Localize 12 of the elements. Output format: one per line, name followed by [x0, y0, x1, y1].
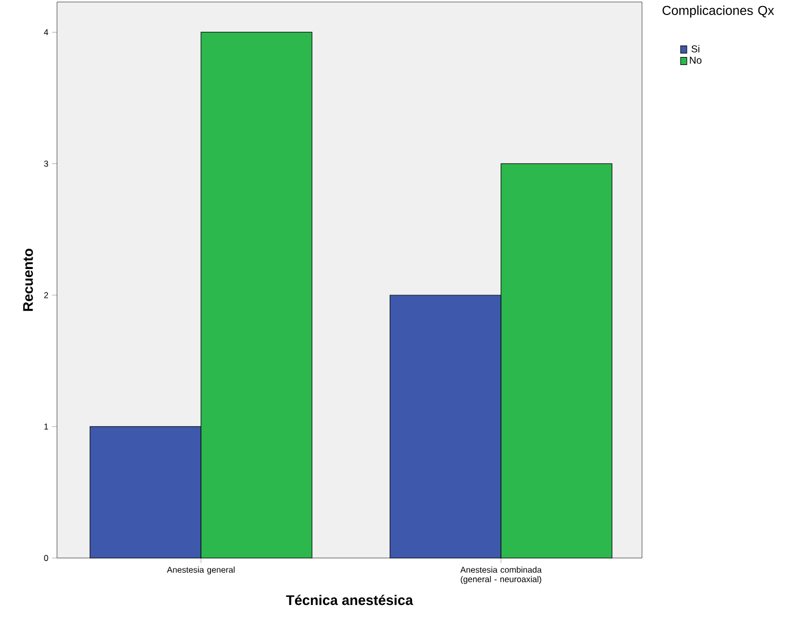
- y-tick-label: 1: [44, 424, 48, 430]
- y-tick-label: 3: [44, 160, 48, 167]
- y-tick-label: 2: [44, 292, 48, 298]
- y-tick-label: 0: [44, 555, 48, 561]
- x-tick-label: Anestesia general: [166, 566, 235, 574]
- legend-label: Si: [692, 45, 700, 52]
- y-tick-label: 4: [44, 29, 48, 36]
- x-axis-title: Técnica anestésica: [286, 594, 414, 606]
- x-tick-label: Anestesia combinada (general - neuroaxial): [460, 566, 542, 584]
- y-axis-title: Recuento: [23, 248, 33, 311]
- legend-title: Complicaciones Qx: [662, 6, 774, 18]
- legend-label: No: [690, 56, 702, 64]
